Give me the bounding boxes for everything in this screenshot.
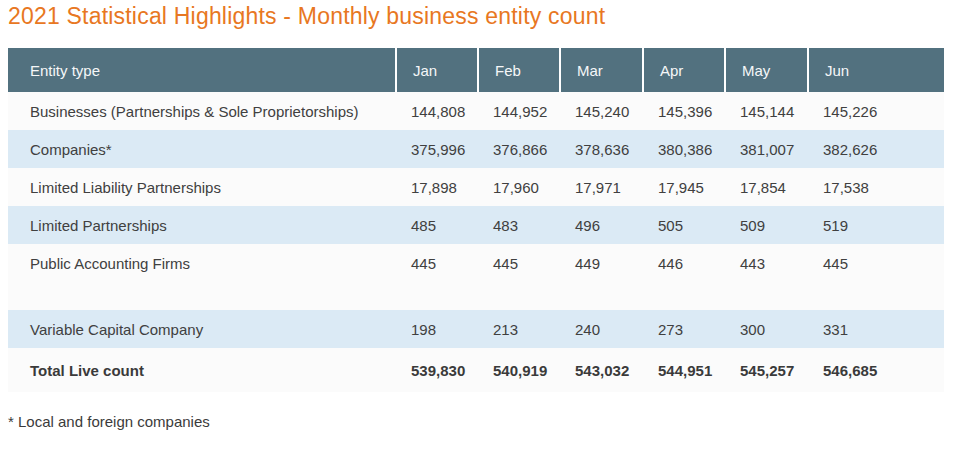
- cell-value: 509: [724, 206, 807, 244]
- cell-value: 546,685: [807, 348, 944, 392]
- row-label: Businesses (Partnerships & Sole Propriet…: [8, 92, 395, 130]
- cell-value: 539,830: [395, 348, 477, 392]
- cell-value: 145,144: [724, 92, 807, 130]
- column-header-jun: Jun: [807, 48, 944, 92]
- table-row: Businesses (Partnerships & Sole Propriet…: [8, 92, 944, 130]
- cell-value: 240: [559, 310, 642, 348]
- cell-value: 300: [724, 310, 807, 348]
- column-header-jan: Jan: [395, 48, 477, 92]
- cell-value: 485: [395, 206, 477, 244]
- cell-value: 449: [559, 244, 642, 282]
- cell-value: 380,386: [642, 130, 724, 168]
- cell-value: 445: [807, 244, 944, 282]
- table-body: Businesses (Partnerships & Sole Propriet…: [8, 92, 944, 392]
- cell-value: 496: [559, 206, 642, 244]
- cell-value: 519: [807, 206, 944, 244]
- cell-value: 543,032: [559, 348, 642, 392]
- column-header-entity-type: Entity type: [8, 48, 395, 92]
- row-label: Public Accounting Firms: [8, 244, 395, 282]
- column-header-apr: Apr: [642, 48, 724, 92]
- row-label: Limited Liability Partnerships: [8, 168, 395, 206]
- cell-value: 375,996: [395, 130, 477, 168]
- cell-value: 381,007: [724, 130, 807, 168]
- cell-value: 17,854: [724, 168, 807, 206]
- table-header-row: Entity type JanFebMarAprMayJun: [8, 48, 944, 92]
- cell-value: 145,396: [642, 92, 724, 130]
- cell-value: 17,898: [395, 168, 477, 206]
- cell-value: 17,971: [559, 168, 642, 206]
- cell-value: 17,960: [477, 168, 559, 206]
- cell-value: 198: [395, 310, 477, 348]
- cell-value: 378,636: [559, 130, 642, 168]
- column-header-may: May: [724, 48, 807, 92]
- cell-value: 144,808: [395, 92, 477, 130]
- page-title: 2021 Statistical Highlights - Monthly bu…: [8, 3, 605, 30]
- cell-value: 483: [477, 206, 559, 244]
- table-row: Companies*375,996376,866378,636380,38638…: [8, 130, 944, 168]
- cell-value: 213: [477, 310, 559, 348]
- cell-value: 17,945: [642, 168, 724, 206]
- cell-value: 443: [724, 244, 807, 282]
- row-label: Limited Partnerships: [8, 206, 395, 244]
- cell-value: 544,951: [642, 348, 724, 392]
- cell-value: 144,952: [477, 92, 559, 130]
- row-label: Total Live count: [8, 348, 395, 392]
- cell-value: 145,240: [559, 92, 642, 130]
- table-spacer-row: [8, 282, 944, 310]
- cell-value: 382,626: [807, 130, 944, 168]
- cell-value: 446: [642, 244, 724, 282]
- cell-value: 545,257: [724, 348, 807, 392]
- column-header-feb: Feb: [477, 48, 559, 92]
- row-label: Companies*: [8, 130, 395, 168]
- cell-value: 145,226: [807, 92, 944, 130]
- cell-value: 505: [642, 206, 724, 244]
- cell-value: 540,919: [477, 348, 559, 392]
- cell-value: 273: [642, 310, 724, 348]
- footnote: * Local and foreign companies: [8, 413, 210, 430]
- cell-value: 17,538: [807, 168, 944, 206]
- entity-count-table: Entity type JanFebMarAprMayJun Businesse…: [8, 48, 944, 392]
- cell-value: 331: [807, 310, 944, 348]
- cell-value: 445: [395, 244, 477, 282]
- table-row: Limited Partnerships485483496505509519: [8, 206, 944, 244]
- cell-value: 376,866: [477, 130, 559, 168]
- table-row: Limited Liability Partnerships17,89817,9…: [8, 168, 944, 206]
- column-header-mar: Mar: [559, 48, 642, 92]
- table-total-row: Total Live count539,830540,919543,032544…: [8, 348, 944, 392]
- cell-value: 445: [477, 244, 559, 282]
- table-row: Public Accounting Firms44544544944644344…: [8, 244, 944, 282]
- table-row: Variable Capital Company1982132402733003…: [8, 310, 944, 348]
- row-label: Variable Capital Company: [8, 310, 395, 348]
